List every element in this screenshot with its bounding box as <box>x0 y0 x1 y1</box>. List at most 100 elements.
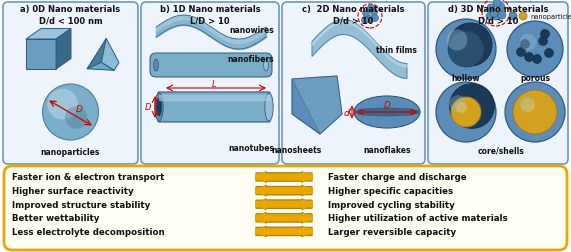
Text: nanosheets: nanosheets <box>272 145 322 154</box>
Circle shape <box>368 6 375 12</box>
Circle shape <box>507 22 563 78</box>
FancyArrow shape <box>256 172 312 182</box>
FancyArrow shape <box>256 199 312 210</box>
Text: nanoparticles: nanoparticles <box>530 14 571 20</box>
Circle shape <box>498 12 506 20</box>
FancyArrow shape <box>256 186 312 196</box>
Circle shape <box>449 24 492 67</box>
Text: d: d <box>343 108 349 117</box>
Circle shape <box>520 35 536 51</box>
Polygon shape <box>292 77 342 135</box>
Text: Faster charge and discharge: Faster charge and discharge <box>328 173 467 182</box>
FancyArrow shape <box>256 213 312 223</box>
FancyArrow shape <box>256 186 312 196</box>
Text: nanowires: nanowires <box>229 25 274 34</box>
Text: a) 0D Nano materials
D/d < 100 nm: a) 0D Nano materials D/d < 100 nm <box>21 5 120 25</box>
Text: core/shells: core/shells <box>477 145 524 154</box>
Text: nanofibers: nanofibers <box>227 55 274 64</box>
Circle shape <box>47 89 78 120</box>
FancyArrow shape <box>256 227 312 236</box>
Polygon shape <box>292 77 342 135</box>
Text: thin films: thin films <box>376 45 417 54</box>
FancyArrow shape <box>256 173 312 182</box>
Text: Less electrolyte decomposition: Less electrolyte decomposition <box>12 227 164 236</box>
Circle shape <box>486 13 494 21</box>
Text: Higher specific capacities: Higher specific capacities <box>328 186 453 195</box>
Circle shape <box>525 53 533 62</box>
Circle shape <box>533 55 541 64</box>
Circle shape <box>449 96 466 113</box>
Polygon shape <box>312 20 407 79</box>
Polygon shape <box>102 39 119 71</box>
Text: D: D <box>144 103 151 112</box>
Polygon shape <box>26 29 71 40</box>
Text: Improved structure stability: Improved structure stability <box>12 200 150 209</box>
FancyArrow shape <box>256 199 312 210</box>
Text: porous: porous <box>520 74 550 83</box>
FancyArrow shape <box>256 200 312 209</box>
Polygon shape <box>87 39 106 70</box>
Circle shape <box>521 99 535 113</box>
Ellipse shape <box>354 109 420 116</box>
Text: L: L <box>212 80 216 89</box>
Circle shape <box>497 4 505 12</box>
FancyBboxPatch shape <box>282 3 425 164</box>
FancyBboxPatch shape <box>428 3 568 164</box>
FancyArrow shape <box>256 200 312 209</box>
FancyArrow shape <box>256 213 312 223</box>
Polygon shape <box>26 40 56 70</box>
FancyArrow shape <box>256 213 312 223</box>
Text: D: D <box>384 101 391 110</box>
FancyArrow shape <box>256 227 312 236</box>
Circle shape <box>363 11 369 17</box>
Text: nanoparticles: nanoparticles <box>41 147 100 156</box>
Circle shape <box>538 37 548 46</box>
Text: nanoflakes: nanoflakes <box>363 145 411 154</box>
FancyArrow shape <box>256 186 312 195</box>
Circle shape <box>436 83 496 142</box>
Circle shape <box>448 32 484 68</box>
Circle shape <box>513 91 557 135</box>
FancyArrow shape <box>256 226 312 237</box>
Ellipse shape <box>265 94 273 121</box>
FancyBboxPatch shape <box>141 3 279 164</box>
Circle shape <box>493 0 501 8</box>
Circle shape <box>447 30 468 51</box>
Text: c)  2D Nano materials
D/d > 10: c) 2D Nano materials D/d > 10 <box>302 5 405 25</box>
Polygon shape <box>56 29 71 70</box>
Text: nanotubes: nanotubes <box>228 143 274 152</box>
FancyArrow shape <box>256 173 312 182</box>
FancyArrow shape <box>256 172 312 182</box>
Polygon shape <box>87 63 114 71</box>
FancyBboxPatch shape <box>4 166 567 250</box>
Circle shape <box>509 13 517 21</box>
Circle shape <box>65 107 87 129</box>
Circle shape <box>505 83 565 142</box>
Ellipse shape <box>156 99 162 116</box>
Ellipse shape <box>155 94 163 121</box>
Circle shape <box>517 48 525 57</box>
Text: d) 3D Nano materials
D/d > 10: d) 3D Nano materials D/d > 10 <box>448 5 548 25</box>
Circle shape <box>519 97 535 113</box>
Circle shape <box>487 5 495 13</box>
Text: b) 1D Nano materials
L/D > 10: b) 1D Nano materials L/D > 10 <box>160 5 260 25</box>
Circle shape <box>436 20 496 80</box>
Circle shape <box>371 10 377 16</box>
Text: D: D <box>75 105 82 114</box>
FancyArrow shape <box>256 186 312 195</box>
Circle shape <box>372 15 379 22</box>
Text: Larger reversible capacity: Larger reversible capacity <box>328 227 456 236</box>
Text: Better wettability: Better wettability <box>12 213 99 223</box>
Circle shape <box>456 103 467 113</box>
FancyArrow shape <box>256 213 312 223</box>
Text: Improved cycling stability: Improved cycling stability <box>328 200 455 209</box>
Circle shape <box>451 98 481 128</box>
Ellipse shape <box>354 97 420 129</box>
Circle shape <box>492 13 500 21</box>
Text: hollow: hollow <box>452 74 480 83</box>
FancyArrow shape <box>256 226 312 237</box>
FancyBboxPatch shape <box>3 3 138 164</box>
Ellipse shape <box>154 60 158 72</box>
Circle shape <box>490 10 498 18</box>
Circle shape <box>42 85 99 140</box>
